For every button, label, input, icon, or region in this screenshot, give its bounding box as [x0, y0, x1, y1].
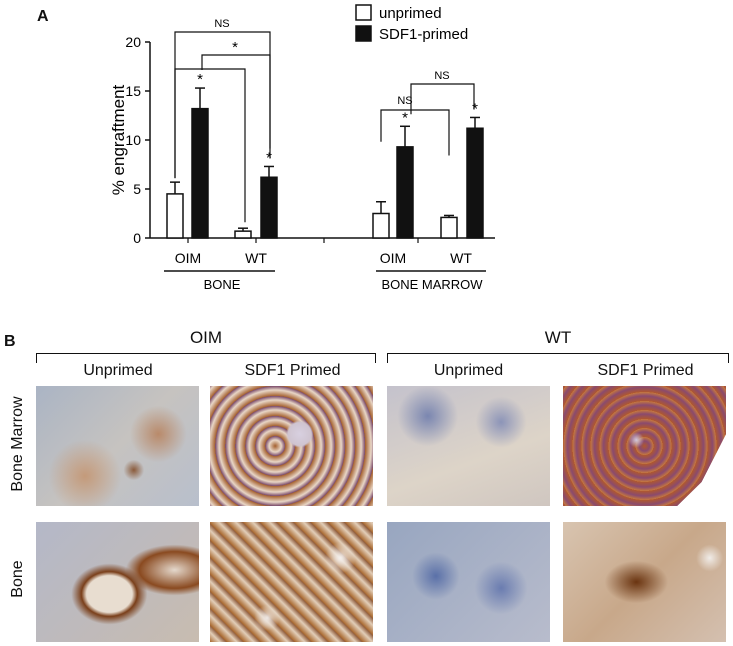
engraftment-bar-chart: 0 5 10 15 20 % engraftment * * * * OIM WT OIM WT BONE B…	[109, 4, 495, 292]
bar-sdf1-primed	[191, 107, 209, 239]
bar-sdf1-primed	[396, 146, 414, 239]
group-header-wt: WT	[544, 328, 572, 347]
bar-unprimed	[234, 230, 252, 239]
category-label: OIM	[175, 250, 201, 266]
significance-star: *	[402, 109, 408, 126]
legend-swatch	[355, 4, 372, 21]
comparison-bracket	[174, 31, 271, 179]
y-tick-label: 15	[125, 83, 141, 99]
y-axis-label: % engraftment	[109, 84, 128, 195]
micrograph-bm-oim-unprimed	[36, 386, 199, 506]
panel-b-label: B	[4, 333, 16, 350]
bar-unprimed	[372, 212, 390, 239]
row-label-bone-marrow: Bone Marrow	[9, 396, 26, 492]
y-tick-label: 0	[133, 230, 141, 246]
bar-sdf1-primed	[260, 176, 278, 239]
micrograph-bm-wt-sdf1	[563, 386, 726, 506]
oim-bracket	[36, 353, 376, 363]
comparison-bracket	[174, 68, 246, 223]
category-label: WT	[245, 250, 267, 266]
y-tick-label: 5	[133, 181, 141, 197]
col-label-oim-sdf1: SDF1 Primed	[244, 362, 341, 379]
row-label-bone: Bone	[9, 560, 26, 598]
comparison-label: NS	[214, 18, 229, 30]
micrograph-bone-oim-sdf1	[210, 522, 373, 642]
group-label: BONE MARROW	[381, 277, 483, 292]
bar-sdf1-primed	[466, 127, 484, 239]
micrograph-bm-wt-unprimed	[387, 386, 550, 506]
comparison-label: NS	[434, 70, 449, 82]
category-label: WT	[450, 250, 472, 266]
significance-star: *	[266, 149, 272, 166]
micrograph-bone-oim-unprimed	[36, 522, 199, 642]
comparison-label: *	[232, 39, 238, 56]
significance-star: *	[197, 71, 203, 88]
comparison-bracket	[380, 109, 450, 156]
comparison-bracket	[410, 83, 475, 115]
micrograph-bone-wt-sdf1	[563, 522, 726, 642]
col-label-wt-unprimed: Unprimed	[433, 362, 504, 379]
comparison-bracket	[201, 54, 271, 149]
col-label-oim-unprimed: Unprimed	[83, 362, 153, 379]
col-label-wt-sdf1: SDF1 Primed	[597, 362, 694, 379]
micrograph-bm-oim-sdf1	[210, 386, 373, 506]
bar-unprimed	[440, 216, 458, 239]
legend-label: unprimed	[379, 5, 442, 22]
legend-swatch	[355, 25, 372, 42]
group-header-oim: OIM	[189, 328, 223, 347]
y-tick-label: 10	[125, 132, 141, 148]
micrograph-bone-wt-unprimed	[387, 522, 550, 642]
legend-label: SDF1-primed	[379, 26, 468, 43]
wt-bracket	[387, 353, 729, 363]
panel-a-label: A	[37, 8, 49, 25]
y-tick-label: 20	[125, 34, 141, 50]
bar-unprimed	[166, 193, 184, 239]
group-label: BONE	[204, 277, 241, 292]
category-label: OIM	[380, 250, 406, 266]
significance-star: *	[472, 100, 478, 117]
comparison-label: NS	[397, 95, 412, 107]
